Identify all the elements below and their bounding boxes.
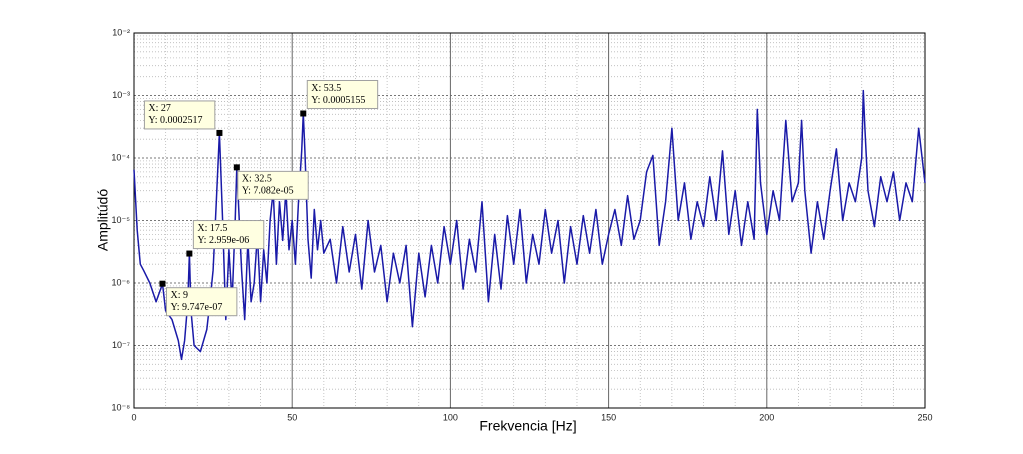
y-axis-label: Amplitúdó — [95, 189, 111, 251]
x-tick-label: 0 — [131, 412, 136, 422]
datatip-y: Y: 2.959e-06 — [197, 235, 249, 246]
datatip-marker — [300, 110, 307, 117]
datatip-box — [165, 287, 238, 317]
y-tick-label: 10⁻⁵ — [112, 215, 131, 225]
datatip: X: 9Y: 9.747e-07 — [159, 280, 238, 317]
datatip-y: Y: 0.0005155 — [311, 95, 365, 106]
x-tick-label: 100 — [443, 412, 458, 422]
plot-area — [134, 33, 925, 408]
datatip-x: X: 53.5 — [311, 83, 341, 94]
datatip-x: X: 32.5 — [242, 174, 272, 185]
datatip-marker — [233, 164, 240, 171]
datatip: X: 32.5Y: 7.082e-05 — [233, 164, 309, 200]
x-tick-label: 150 — [601, 412, 616, 422]
datatip-y: Y: 0.0002517 — [148, 115, 202, 126]
axes-box — [133, 32, 926, 409]
x-axis-label: Frekvencia [Hz] — [479, 418, 576, 434]
datatip-marker — [186, 250, 193, 257]
datatip-box — [143, 100, 216, 130]
y-tick-label: 10⁻⁸ — [111, 402, 130, 412]
datatip-box — [192, 220, 265, 250]
y-tick-label: 10⁻⁶ — [112, 277, 131, 287]
y-tick-label: 10⁻² — [112, 27, 130, 37]
datatip: X: 53.5Y: 0.0005155 — [300, 79, 379, 117]
datatip-y: Y: 7.082e-05 — [242, 186, 294, 197]
datatip-box — [237, 170, 309, 200]
y-tick-label: 10⁻³ — [112, 90, 130, 100]
y-tick-label: 10⁻⁴ — [111, 152, 130, 162]
datatip-marker — [159, 280, 166, 287]
datatip: X: 27Y: 0.0002517 — [143, 100, 223, 136]
x-tick-label: 200 — [759, 412, 774, 422]
x-tick-label: 50 — [287, 412, 297, 422]
datatip: X: 17.5Y: 2.959e-06 — [186, 220, 265, 257]
datatip-x: X: 27 — [148, 103, 171, 114]
x-tick-label: 250 — [917, 412, 932, 422]
datatip-x: X: 17.5 — [197, 223, 227, 234]
datatip-x: X: 9 — [170, 290, 188, 301]
y-tick-label: 10⁻⁷ — [112, 340, 130, 350]
datatip-marker — [216, 129, 223, 136]
datatip-y: Y: 9.747e-07 — [170, 302, 222, 313]
datatip-box — [306, 79, 379, 109]
